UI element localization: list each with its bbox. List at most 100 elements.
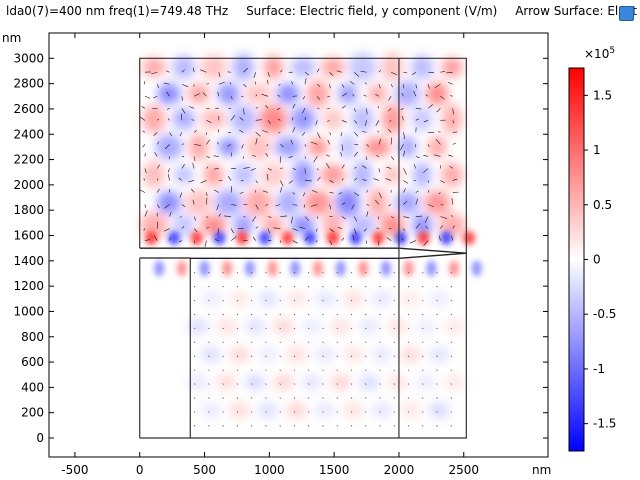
field-lobe	[353, 160, 373, 190]
field-lobe-faint	[302, 318, 323, 335]
field-arrow	[366, 190, 368, 193]
field-arrow	[179, 192, 183, 198]
field-arrow	[403, 150, 405, 157]
field-arrow	[452, 108, 454, 115]
y-tick-label: 2600	[13, 102, 44, 116]
field-arrow	[393, 411, 395, 413]
field-arrow	[329, 240, 333, 245]
field-lobe-faint	[387, 374, 408, 391]
field-arrow	[288, 156, 293, 158]
domain-boundary	[139, 57, 467, 439]
field-lobe	[218, 137, 239, 157]
field-arrow	[222, 425, 224, 427]
field-arrow	[341, 202, 346, 205]
field-arrow	[304, 216, 309, 221]
field-arrow	[255, 119, 262, 121]
field-arrow	[365, 383, 367, 385]
field-arrow	[350, 341, 353, 344]
field-arrow	[308, 341, 310, 344]
field-lobe	[142, 57, 166, 77]
field-arrow	[378, 84, 381, 89]
field-arrow	[423, 168, 429, 173]
y-tick-label: 600	[21, 355, 44, 369]
field-lobe-strong	[358, 260, 369, 277]
field-arrow	[265, 383, 267, 385]
colorbar-multiplier: ×105	[584, 46, 615, 61]
field-arrow	[336, 383, 338, 385]
field-lobe-strong	[335, 260, 346, 277]
field-arrow	[144, 81, 146, 85]
colorbar-tick-label: -1	[593, 362, 605, 376]
field-arrow	[354, 120, 358, 124]
field-arrow	[265, 341, 267, 344]
field-arrow	[252, 155, 256, 157]
field-arrow	[350, 355, 353, 357]
title-surface-expression: Surface: Electric field, y component (V/…	[246, 4, 498, 18]
field-lobe-strong	[281, 231, 294, 246]
field-arrow	[189, 106, 195, 109]
field-arrow	[236, 299, 239, 302]
field-arrow	[243, 167, 250, 169]
y-tick-label: 2200	[13, 153, 44, 167]
field-arrow	[250, 285, 253, 288]
field-arrow	[393, 327, 395, 330]
field-arrow	[243, 84, 247, 88]
field-arrow	[265, 152, 269, 157]
field-lobe	[232, 53, 254, 81]
field-arrow	[193, 156, 196, 162]
y-tick-label: 1000	[13, 304, 44, 318]
field-arrow	[375, 155, 379, 157]
field-arrow	[341, 216, 347, 220]
field-arrow	[193, 369, 196, 371]
field-lobe	[411, 106, 434, 132]
field-arrow	[391, 71, 398, 76]
field-lobe-faint	[229, 290, 250, 307]
field-lobe-faint	[245, 318, 266, 335]
field-arrow	[363, 228, 367, 232]
field-arrow	[436, 369, 438, 371]
field-arrow	[325, 162, 330, 169]
field-arrow	[250, 168, 256, 171]
field-arrow	[139, 116, 146, 121]
field-arrow	[200, 69, 207, 73]
field-arrow	[329, 132, 332, 136]
field-arrow	[326, 154, 330, 157]
field-arrow	[292, 103, 296, 109]
field-arrow	[336, 425, 338, 427]
field-arrow	[322, 285, 324, 288]
field-arrow	[236, 397, 239, 399]
field-arrow	[387, 108, 392, 112]
field-lobe	[292, 160, 314, 190]
field-arrow	[167, 174, 170, 181]
field-arrow	[292, 127, 296, 133]
field-arrow	[190, 188, 195, 193]
field-arrow	[208, 313, 210, 316]
field-lobe-faint	[273, 374, 294, 391]
field-lobe-faint	[444, 318, 465, 335]
field-arrow	[450, 327, 453, 330]
field-arrow	[413, 90, 417, 97]
field-arrow	[255, 226, 259, 229]
field-arrow	[341, 84, 345, 88]
field-lobe	[426, 82, 448, 106]
window-icon[interactable]	[619, 6, 634, 21]
field-arrow	[156, 221, 159, 229]
field-arrow	[208, 397, 210, 399]
y-tick-label: 2400	[13, 127, 44, 141]
x-tick-label: 1000	[254, 463, 285, 477]
field-lobe	[276, 83, 300, 105]
field-arrow	[144, 204, 146, 208]
field-lobe	[335, 188, 360, 217]
field-arrow	[266, 144, 269, 147]
field-lobe	[338, 134, 357, 160]
field-arrow	[415, 156, 420, 159]
field-lobe-strong	[222, 260, 233, 277]
field-arrow	[222, 341, 224, 344]
field-arrow	[293, 411, 296, 413]
field-arrow	[193, 313, 196, 316]
field-arrow	[407, 271, 410, 274]
field-arrow	[350, 369, 353, 371]
field-arrow	[447, 82, 453, 85]
field-arrow	[304, 71, 310, 76]
